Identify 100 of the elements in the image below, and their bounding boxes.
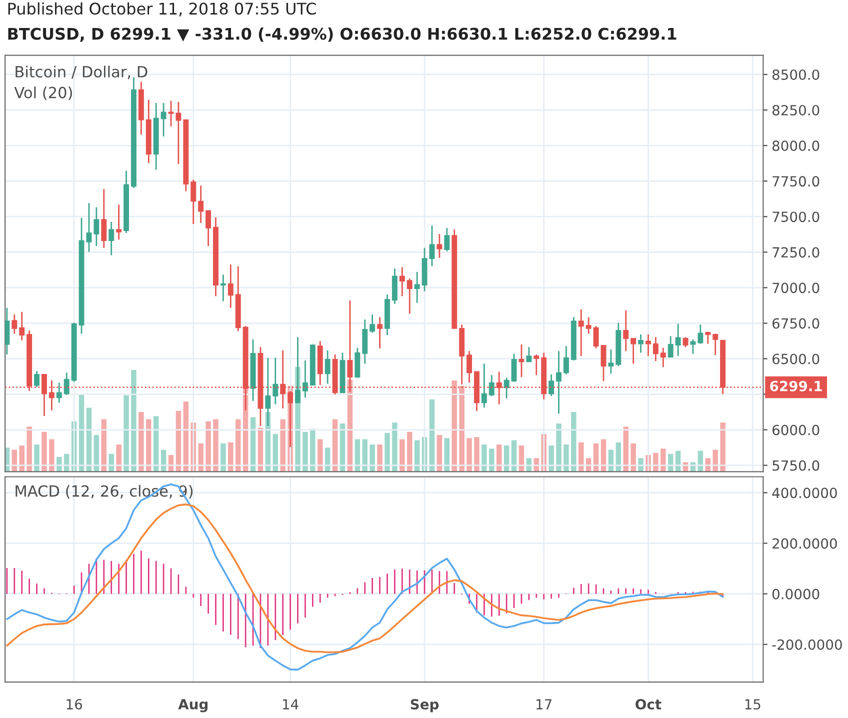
candlestick [56,382,62,404]
candlestick [646,334,651,357]
candlestick [86,202,92,253]
bar [474,437,480,472]
y-tick-label: 7000.0 [772,282,820,294]
candlestick [548,374,554,397]
bar [49,439,54,472]
bar [42,432,47,472]
candlestick [511,353,517,382]
y-tick-label: 6500.0 [772,354,820,364]
bar [318,439,323,472]
bar [108,454,114,472]
ref-line-label: 6299.1 [770,380,822,392]
candlestick [101,188,107,249]
bar [444,438,450,472]
candlestick [19,311,25,342]
candlestick [12,314,18,334]
bar [138,412,144,472]
candlestick [324,350,330,384]
bar [660,448,666,472]
bar [459,386,464,472]
candlestick [675,323,681,357]
y-tick-label: -200.0000 [772,639,842,650]
line-series [6,483,724,671]
bar [272,434,278,472]
y-tick-label: 5750.0 [772,460,820,471]
bar [384,432,390,472]
bar [377,444,382,472]
y-tick-label: 8000.0 [772,140,820,152]
candlestick [593,325,599,350]
bar [489,448,494,472]
bar [94,435,100,472]
bar [392,422,398,472]
candlestick [504,376,510,400]
candlestick [190,178,196,225]
bar [124,395,129,472]
x-tick-label: Oct [636,699,662,710]
bar [436,435,442,472]
candlestick [660,347,666,368]
bar [370,444,375,472]
bar [452,380,457,472]
bar [26,426,32,472]
x-tick-label: Aug [178,699,208,712]
candlestick [563,345,569,376]
y-tick-label: 400.0000 [772,488,837,498]
bar [206,421,211,472]
candlestick [399,266,405,297]
candlestick [444,227,450,252]
bar [466,438,472,472]
bar [720,422,726,472]
candlestick [206,210,212,247]
bar [228,442,234,472]
y-tick-label: 0.0000 [772,588,820,600]
candlestick [712,333,718,356]
bar [213,419,218,472]
candlestick [488,374,494,397]
bar [78,394,84,472]
candlestick [198,184,204,224]
bar [56,457,62,472]
y-tick-label: 7750.0 [772,176,820,187]
candlestick [160,102,166,138]
bar [176,410,182,472]
bar [153,416,159,472]
candlestick [176,101,182,165]
candlestick [623,310,629,352]
candlestick [600,344,606,382]
x-tick-label: Sep [410,699,439,712]
candlestick [586,316,592,334]
bar [362,439,368,472]
candlestick [64,372,70,396]
candlestick [638,334,644,354]
candlestick [302,360,308,398]
x-tick-label: 17 [536,699,552,710]
bar [653,452,658,472]
y-tick-label: 200.0000 [772,538,837,549]
x-tick-label: 16 [66,699,82,710]
y-tick-label: 7500.0 [772,212,820,222]
bar [429,399,435,472]
candlestick [652,336,658,362]
candlestick [272,357,278,406]
candlestick [578,308,584,357]
x-tick-label: 15 [745,699,760,710]
bar [564,444,569,472]
bar [131,370,136,472]
candlestick [406,278,412,315]
candlestick [220,274,226,302]
candlestick [698,324,704,345]
y-tick-label: 7250.0 [772,247,820,258]
y-tick-label: 8500.0 [772,69,820,80]
candlestick [690,338,696,354]
bar [400,439,405,472]
x-tick-label: 14 [283,699,298,710]
candlestick [94,206,100,247]
bar [220,443,226,472]
text: Bitcoin / Dollar, D [16,66,148,80]
y-tick-label: 6000.0 [772,424,820,436]
candlestick [436,233,442,259]
candlestick [108,221,114,256]
candlestick [481,363,487,408]
candlestick [414,271,420,304]
